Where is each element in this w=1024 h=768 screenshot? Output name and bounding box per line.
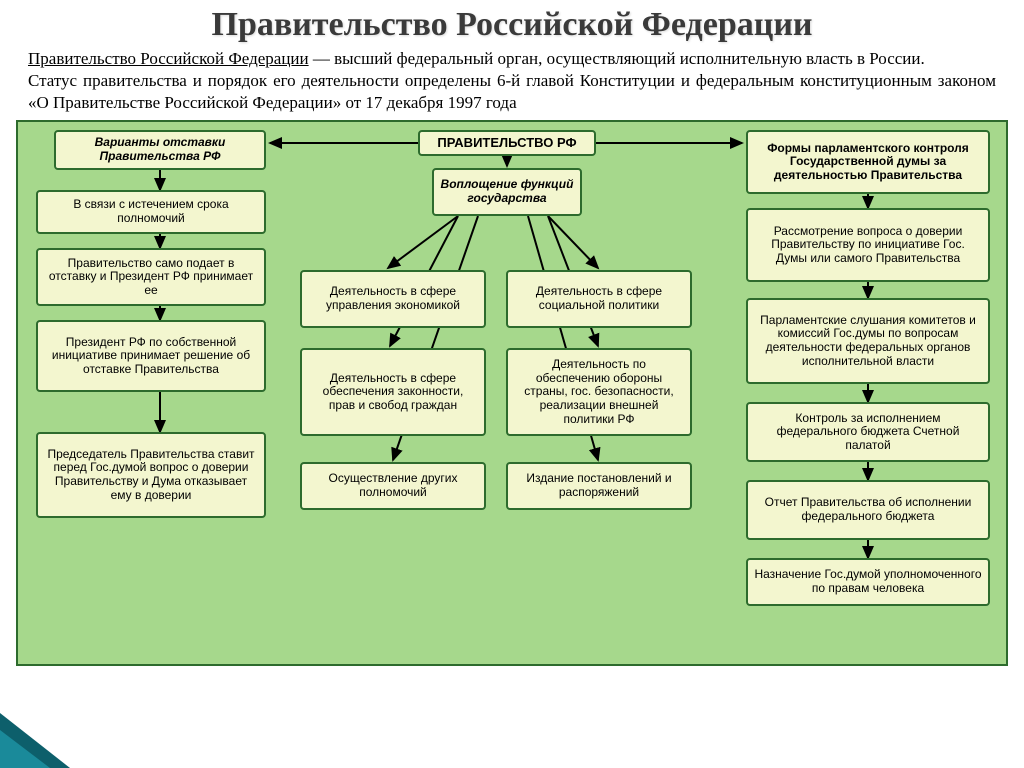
box-cg-3: Деятельность по обеспечению обороны стра… — [506, 348, 692, 436]
box-right-2: Контроль за исполнением федерального бюд… — [746, 402, 990, 462]
box-mid-center: Воплощение функций государства — [432, 168, 582, 216]
box-right-1: Парламентские слушания комитетов и комис… — [746, 298, 990, 384]
box-left-0: В связи с истечением срока полномочий — [36, 190, 266, 234]
box-cg-4: Осуществление других полномочий — [300, 462, 486, 510]
box-cg-2: Деятельность в сфере обеспечения законно… — [300, 348, 486, 436]
box-top-left: Варианты отставки Правительства РФ — [54, 130, 266, 170]
box-right-0: Рассмотрение вопроса о доверии Правитель… — [746, 208, 990, 282]
page-title: Правительство Российской Федерации — [0, 0, 1024, 46]
box-left-1: Правительство само подает в отставку и П… — [36, 248, 266, 306]
box-top-right: Формы парламентского контроля Государств… — [746, 130, 990, 194]
box-cg-0: Деятельность в сфере управления экономик… — [300, 270, 486, 328]
intro-rest: — высший федеральный орган, осуществляющ… — [309, 49, 925, 68]
intro-underlined: Правительство Российской Федерации — [28, 49, 309, 68]
box-left-3: Председатель Правительства ставит перед … — [36, 432, 266, 518]
intro-paragraph: Правительство Российской Федерации — выс… — [0, 46, 1024, 120]
box-right-3: Отчет Правительства об исполнении федера… — [746, 480, 990, 540]
corner-decoration-2 — [0, 730, 50, 768]
box-right-4: Назначение Гос.думой уполномоченного по … — [746, 558, 990, 606]
diagram-container: ПРАВИТЕЛЬСТВО РФ Варианты отставки Прави… — [16, 120, 1008, 666]
box-top-center: ПРАВИТЕЛЬСТВО РФ — [418, 130, 596, 156]
box-cg-1: Деятельность в сфере социальной политики — [506, 270, 692, 328]
box-cg-5: Издание постановлений и распоряжений — [506, 462, 692, 510]
intro-line2: Статус правительства и порядок его деяте… — [28, 71, 996, 112]
box-left-2: Президент РФ по собственной инициативе п… — [36, 320, 266, 392]
